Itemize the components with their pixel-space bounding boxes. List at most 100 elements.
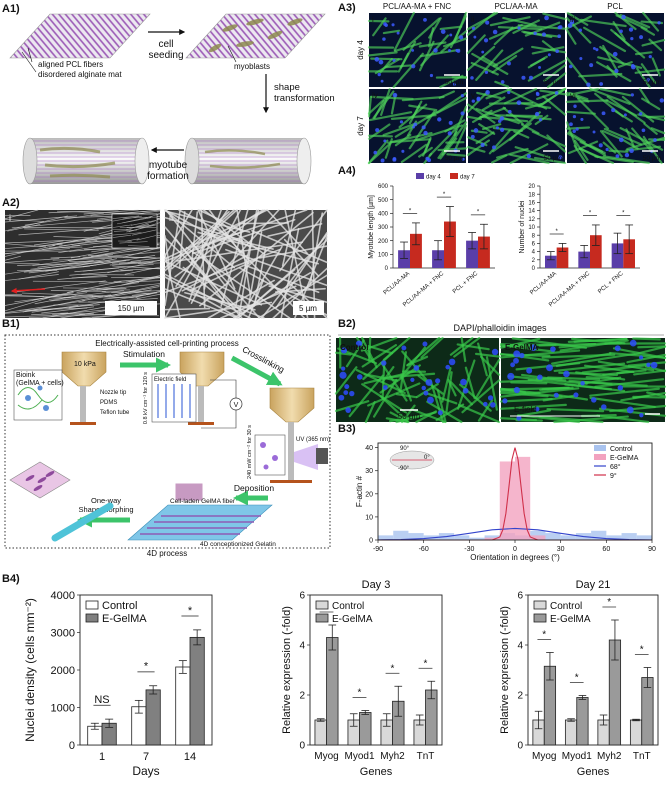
texture-stroke <box>28 265 91 274</box>
legend-swatch <box>85 613 99 623</box>
texture-stroke <box>565 56 591 88</box>
texture-nucleus <box>380 79 384 83</box>
syringe <box>269 387 315 483</box>
bar <box>564 719 578 746</box>
texture-stroke <box>546 407 605 413</box>
texture-stroke <box>531 46 565 55</box>
texture-stroke <box>650 127 666 135</box>
texture-nucleus <box>485 20 490 25</box>
texture-nucleus <box>580 380 585 386</box>
bar <box>578 251 590 268</box>
y-tick-label: 14 <box>528 209 535 215</box>
texture-nucleus <box>421 125 426 130</box>
texture-stroke <box>23 264 97 273</box>
texture-stroke <box>133 224 155 228</box>
image-label: ii <box>471 15 475 24</box>
texture-nucleus <box>538 66 541 69</box>
texture-nucleus <box>555 49 560 54</box>
texture-nucleus <box>500 80 505 84</box>
texture-stroke <box>565 110 596 115</box>
x-axis-label: Orientation in degrees (°) <box>470 553 560 562</box>
texture-stroke <box>581 363 650 374</box>
texture-stroke <box>496 147 529 159</box>
texture-stroke <box>126 226 145 228</box>
significance-label: * <box>391 663 395 674</box>
legend-label: day 7 <box>460 175 475 181</box>
annotation: aligned PCL fibers <box>38 60 103 69</box>
texture-stroke <box>361 344 397 368</box>
texture-nucleus <box>628 27 634 32</box>
texture-nucleus <box>659 98 665 103</box>
texture-stroke <box>367 51 398 57</box>
texture-nucleus <box>382 37 386 41</box>
x-tick-label: Myog <box>532 751 556 762</box>
texture-stroke <box>481 55 499 67</box>
texture-nucleus <box>519 352 525 359</box>
texture-stroke <box>601 129 621 140</box>
legend-label: E-GelMA <box>332 614 373 625</box>
texture-stroke <box>648 38 663 52</box>
step-label: transformation <box>274 93 335 104</box>
texture-stroke <box>79 313 131 316</box>
significance-label: * <box>622 210 625 216</box>
texture-stroke <box>490 154 508 164</box>
scale-label: 150 µm <box>118 304 145 313</box>
texture-nucleus <box>595 48 599 52</box>
texture-nucleus <box>615 154 620 159</box>
texture-stroke <box>642 11 660 32</box>
bar <box>410 233 422 268</box>
texture-stroke <box>439 25 463 31</box>
texture-stroke <box>48 209 119 214</box>
legend-label: 68° <box>610 463 621 471</box>
significance-label: * <box>575 673 579 684</box>
y-tick-label: 200 <box>378 239 389 245</box>
texture-nucleus <box>383 139 387 143</box>
texture-stroke <box>477 399 494 422</box>
texture-nucleus <box>558 25 563 30</box>
texture-nucleus <box>373 150 378 155</box>
texture-nucleus <box>471 26 476 30</box>
histogram-bar <box>606 535 622 540</box>
texture-stroke <box>438 90 455 99</box>
texture-stroke <box>53 236 122 240</box>
texture-nucleus <box>538 118 543 122</box>
texture-stroke <box>537 87 567 108</box>
texture-nucleus <box>412 125 415 129</box>
texture-nucleus <box>639 413 644 418</box>
y-tick-label: 4 <box>299 641 305 652</box>
texture-stroke <box>367 382 421 407</box>
texture-nucleus <box>629 148 634 153</box>
histogram-bar <box>469 537 485 540</box>
y-tick-label: 500 <box>378 198 389 204</box>
y-tick-label: 2 <box>299 691 305 702</box>
texture-stroke <box>31 312 69 316</box>
y-tick-label: 4000 <box>51 590 75 602</box>
texture-stroke <box>559 339 629 352</box>
texture-nucleus <box>345 407 352 413</box>
y-tick-label: 6 <box>299 591 305 602</box>
texture-stroke <box>500 403 567 410</box>
plot-frame <box>309 594 443 746</box>
scale-label: 50 µm <box>643 155 661 162</box>
texture-stroke <box>247 279 265 319</box>
texture-stroke <box>4 258 60 263</box>
texture-nucleus <box>449 33 453 37</box>
texture-stroke <box>56 236 116 245</box>
legend-swatch <box>533 600 547 610</box>
bar <box>444 221 456 268</box>
y-tick-label: 6 <box>532 242 536 248</box>
texture-stroke <box>112 215 142 222</box>
texture-nucleus <box>586 82 591 87</box>
texture-nucleus <box>550 346 556 352</box>
texture-stroke <box>461 379 501 414</box>
y-tick-label: 30 <box>365 468 373 475</box>
panel-label: A1) <box>2 3 20 15</box>
legend-swatch <box>416 173 424 179</box>
x-axis-label: Genes <box>360 766 393 778</box>
column-label: PCL/AA-MA <box>494 2 538 11</box>
texture-nucleus <box>592 130 596 134</box>
texture-nucleus <box>592 46 596 50</box>
panel-label: A3) <box>338 2 356 14</box>
texture-stroke <box>481 96 506 111</box>
